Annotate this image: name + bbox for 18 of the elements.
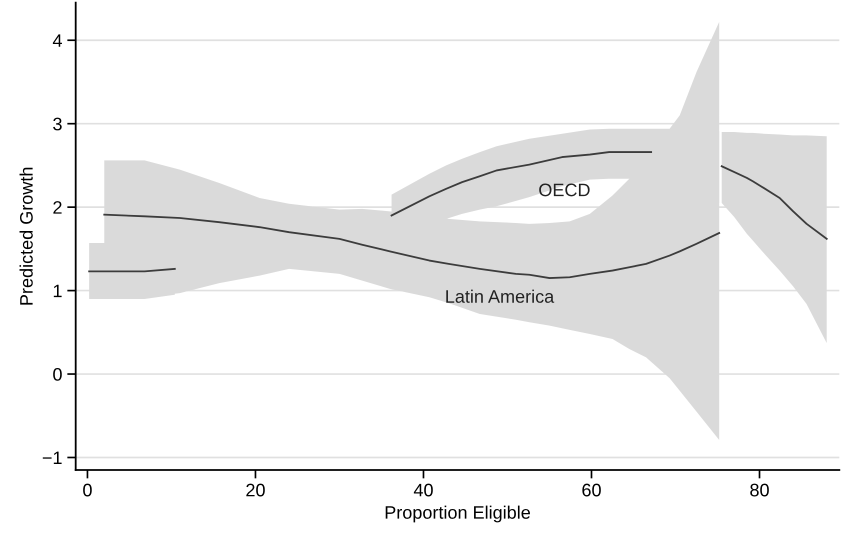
x-tick-label: 20 <box>246 484 265 496</box>
y-tick-label: 1 <box>54 284 62 298</box>
y-tick-label: 3 <box>53 118 62 130</box>
y-tick-label: 2 <box>53 201 62 214</box>
line-series <box>720 165 828 240</box>
annotation: OECD <box>539 184 590 196</box>
x-tick-label: 40 <box>414 484 433 496</box>
x-tick-label: 80 <box>750 484 769 496</box>
y-tick-label: −1 <box>42 452 62 464</box>
y-tick-label: 0 <box>53 368 62 381</box>
x-axis-title: Proportion Eligible <box>386 506 530 522</box>
x-tick-label: 0 <box>83 484 92 496</box>
line-series <box>103 214 720 279</box>
line-series <box>390 151 652 216</box>
annotation: Latin America <box>446 290 554 303</box>
y-axis-title: Predicted Growth <box>20 168 33 305</box>
x-tick-label: 60 <box>582 484 601 496</box>
y-tick-label: 4 <box>52 34 62 47</box>
